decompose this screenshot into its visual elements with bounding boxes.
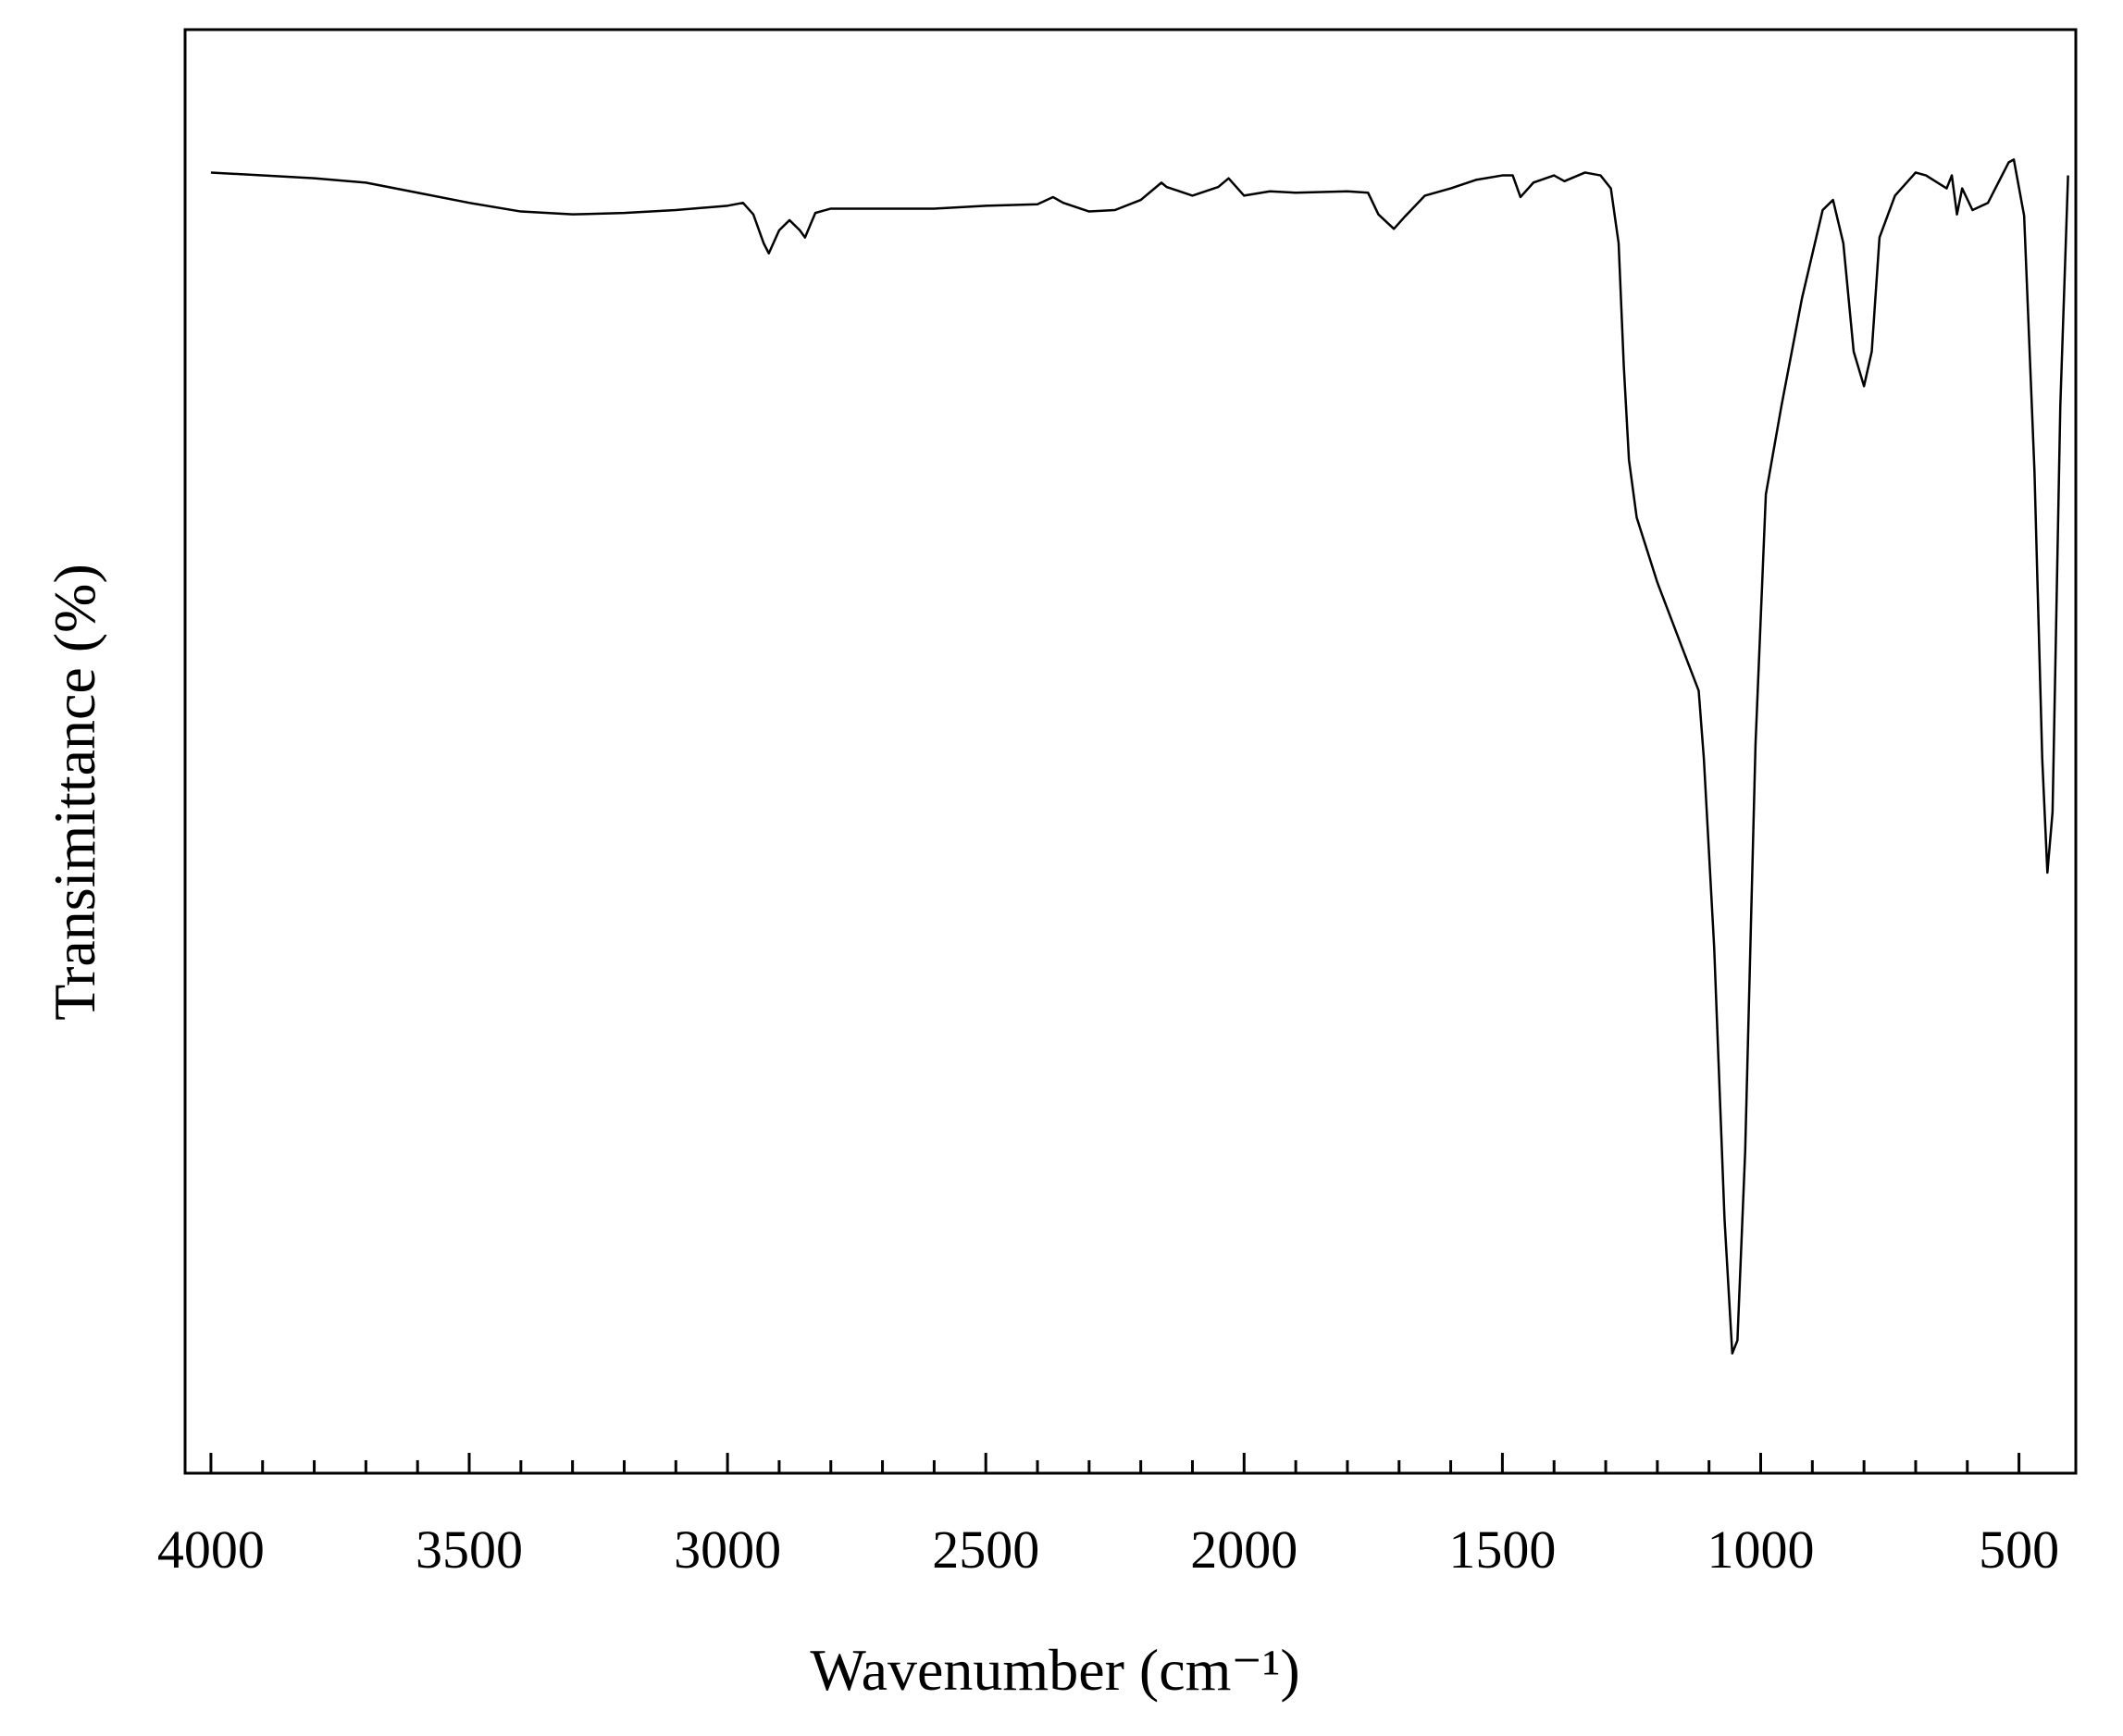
spectrum-line <box>210 158 2069 1355</box>
x-tick-label: 1500 <box>1448 1519 1556 1580</box>
x-tick-label: 4000 <box>157 1519 265 1580</box>
x-axis-label: Wavenumber (cm⁻¹) <box>810 1637 1299 1703</box>
x-tick-label: 1000 <box>1707 1519 1815 1580</box>
plot-frame <box>183 28 2078 1475</box>
x-tick-label: 500 <box>1979 1519 2059 1580</box>
x-tick-label: 3000 <box>674 1519 781 1580</box>
x-tick-label: 3500 <box>416 1519 523 1580</box>
y-axis-label: Transimittance (%) <box>42 564 107 1021</box>
x-tick-label: 2500 <box>932 1519 1039 1580</box>
x-tick-label: 2000 <box>1190 1519 1297 1580</box>
